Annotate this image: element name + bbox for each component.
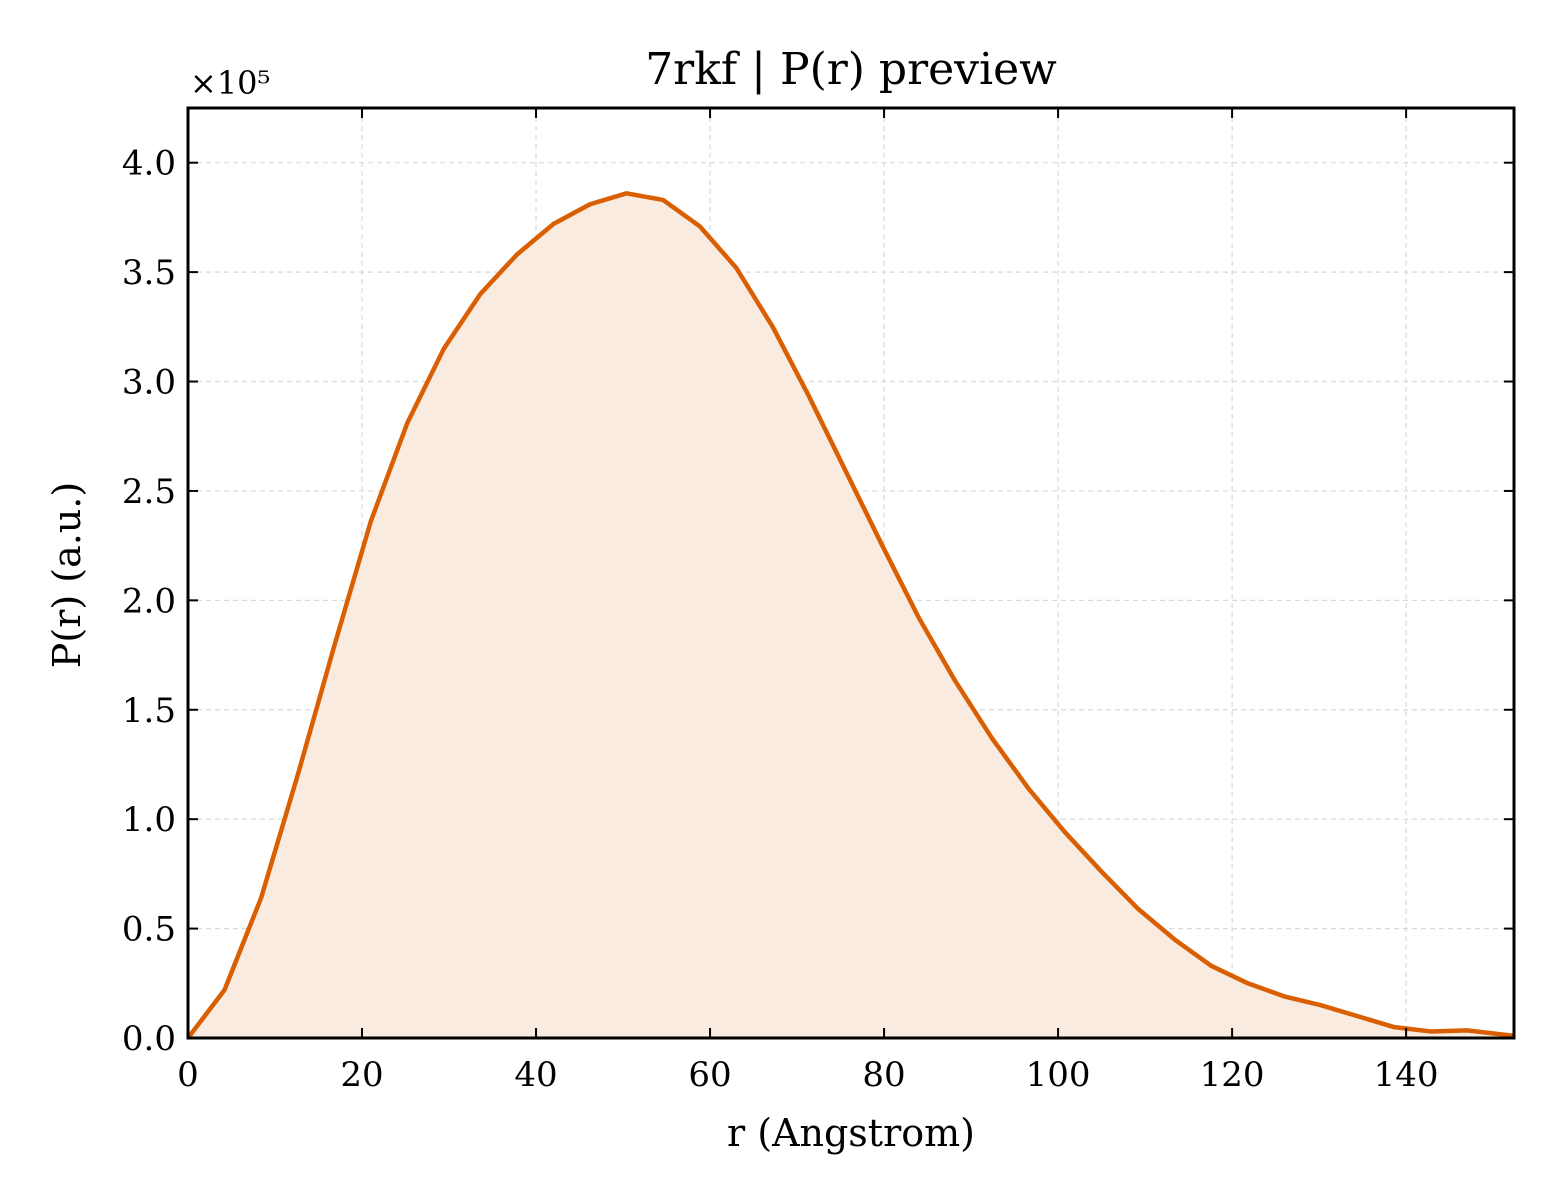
x-tick-label: 40 — [514, 1055, 557, 1095]
x-tick-label: 0 — [177, 1055, 199, 1095]
x-tick-label: 20 — [340, 1055, 383, 1095]
x-tick-label: 120 — [1200, 1055, 1265, 1095]
x-tick-label: 100 — [1026, 1055, 1091, 1095]
y-tick-label: 0.0 — [122, 1019, 176, 1059]
y-tick-label: 4.0 — [122, 144, 176, 184]
y-tick-label: 0.5 — [122, 910, 176, 950]
y-tick-label: 3.0 — [122, 363, 176, 403]
x-tick-label: 60 — [688, 1055, 731, 1095]
y-tick-label: 2.5 — [122, 472, 176, 512]
y-tick-label: 3.5 — [122, 253, 176, 293]
ticks: 0 20 40 60 80 100 120 140 0.0 0.5 1.0 1.5 2.0 2.5 3.0 3… — [122, 108, 1514, 1095]
y-tick-label: 2.0 — [122, 581, 176, 621]
series-line — [186, 191, 1515, 1040]
y-tick-label: 1.5 — [122, 691, 176, 731]
x-tick-label: 80 — [862, 1055, 905, 1095]
y-offset-label: ×10⁵ — [190, 64, 270, 102]
y-axis-label: P(r) (a.u.) — [45, 482, 89, 668]
x-axis-label: r (Angstrom) — [727, 1111, 975, 1155]
x-tick-label: 140 — [1374, 1055, 1439, 1095]
plot-frame — [186, 106, 1516, 1040]
area-fill — [188, 193, 1514, 1039]
chart-title: 7rkf | P(r) preview — [645, 44, 1057, 95]
y-tick-label: 1.0 — [122, 800, 176, 840]
